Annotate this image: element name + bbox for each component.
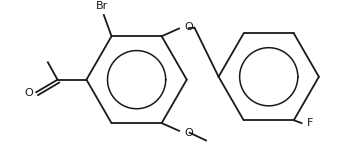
Text: O: O	[185, 22, 194, 32]
Text: F: F	[307, 118, 314, 128]
Text: O: O	[185, 128, 194, 138]
Text: Br: Br	[96, 1, 108, 11]
Text: O: O	[24, 88, 33, 98]
